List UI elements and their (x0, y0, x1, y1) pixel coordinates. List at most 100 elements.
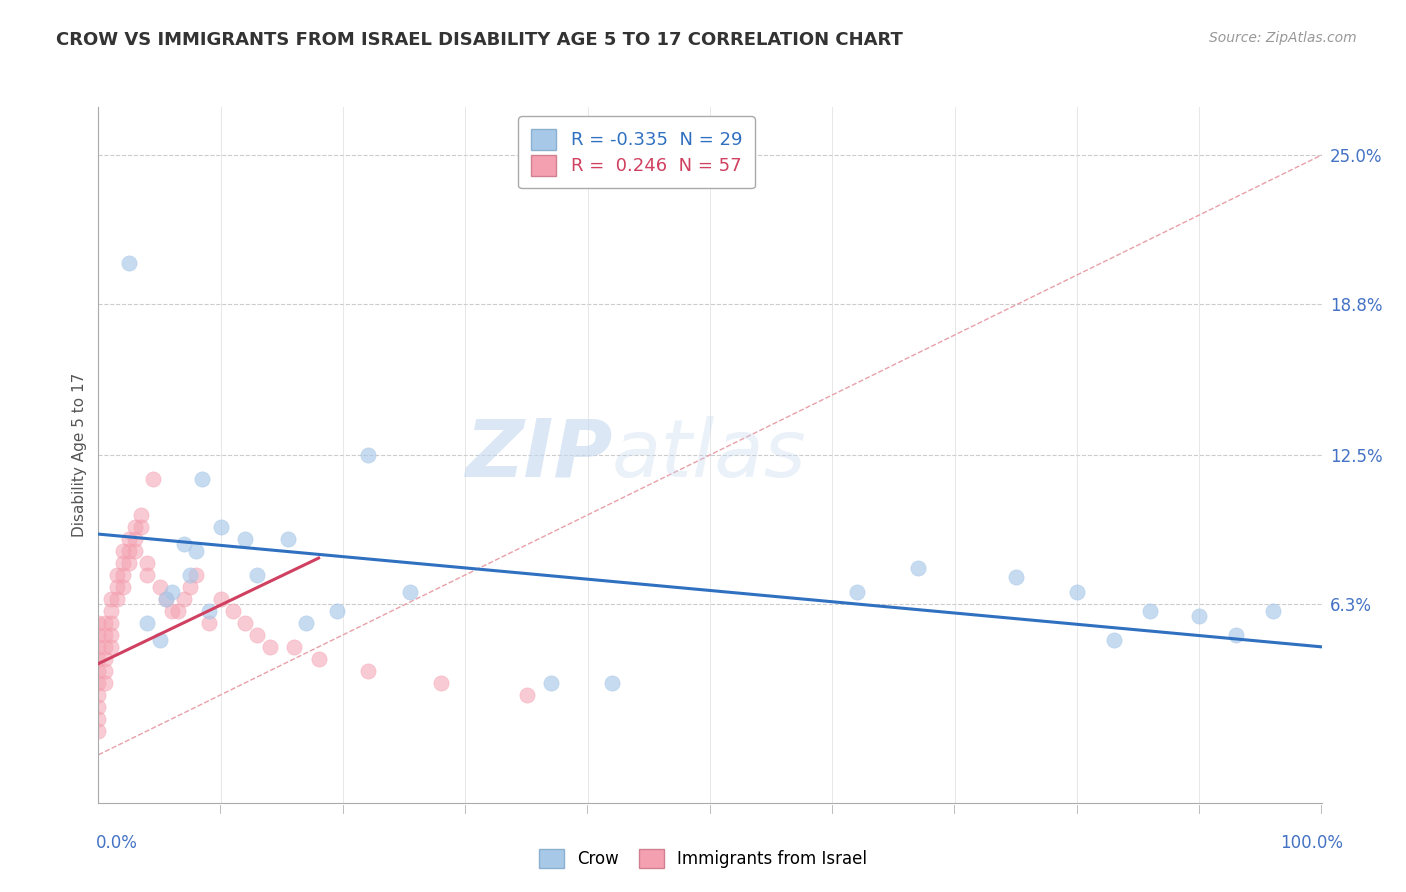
Point (100, 615, 122, 630)
Text: |: | (586, 805, 589, 814)
Point (100, 628, 122, 642)
Point (93, 664, 115, 678)
Point (155, 591, 177, 606)
Point (167, 604, 190, 618)
Point (356, 448, 378, 462)
Point (197, 615, 219, 630)
Point (246, 628, 269, 642)
Point (149, 580, 172, 594)
Point (295, 615, 318, 630)
Point (111, 567, 134, 582)
Point (1188, 608, 1211, 623)
Point (129, 508, 152, 522)
Point (136, 567, 159, 582)
Text: atlas: atlas (612, 416, 807, 494)
Point (233, 615, 256, 630)
Point (93, 628, 115, 642)
Point (136, 556, 159, 570)
Point (186, 567, 208, 582)
Point (93, 615, 115, 630)
Point (430, 676, 453, 690)
Point (1261, 604, 1284, 618)
Point (1066, 584, 1088, 599)
Point (142, 472, 165, 486)
Point (259, 640, 281, 654)
Point (105, 591, 128, 606)
Text: |: | (1320, 805, 1323, 814)
Point (93, 676, 115, 690)
Point (87, 723, 110, 738)
Point (111, 556, 134, 570)
Point (87, 615, 110, 630)
Text: |: | (464, 805, 467, 814)
Point (209, 591, 232, 606)
Text: |: | (1076, 805, 1078, 814)
Point (308, 652, 330, 666)
Point (100, 640, 122, 654)
Point (1225, 628, 1247, 642)
Text: ZIP: ZIP (465, 416, 612, 494)
Point (356, 664, 378, 678)
Point (87, 652, 110, 666)
Point (845, 584, 868, 599)
Point (118, 256, 141, 270)
Text: 100.0%: 100.0% (1279, 834, 1343, 852)
Text: |: | (953, 805, 956, 814)
Point (93, 640, 115, 654)
Point (124, 544, 146, 558)
Point (93, 652, 115, 666)
Point (179, 580, 201, 594)
Point (283, 640, 305, 654)
Point (179, 567, 201, 582)
Point (600, 676, 623, 690)
Point (209, 520, 232, 534)
Point (149, 632, 172, 647)
Point (1102, 632, 1125, 647)
Point (87, 712, 110, 726)
Point (100, 591, 122, 606)
Point (87, 699, 110, 714)
Point (246, 567, 269, 582)
Point (1139, 604, 1161, 618)
Point (540, 676, 562, 690)
Legend: R = -0.335  N = 29, R =  0.246  N = 57: R = -0.335 N = 29, R = 0.246 N = 57 (519, 116, 755, 188)
Point (100, 604, 122, 618)
Point (1004, 570, 1026, 584)
Text: |: | (709, 805, 711, 814)
Point (326, 604, 349, 618)
Text: CROW VS IMMIGRANTS FROM ISRAEL DISABILITY AGE 5 TO 17 CORRELATION CHART: CROW VS IMMIGRANTS FROM ISRAEL DISABILIT… (56, 31, 903, 49)
Point (277, 532, 299, 546)
Point (105, 580, 128, 594)
Point (129, 520, 152, 534)
Point (118, 556, 141, 570)
Point (191, 472, 214, 486)
Point (111, 580, 134, 594)
Text: |: | (342, 805, 344, 814)
Point (186, 544, 208, 558)
Point (118, 544, 141, 558)
Point (87, 640, 110, 654)
Text: |: | (219, 805, 222, 814)
Point (515, 688, 537, 702)
Point (105, 567, 128, 582)
Point (155, 591, 177, 606)
Point (87, 628, 110, 642)
Text: |: | (1198, 805, 1201, 814)
Y-axis label: Disability Age 5 to 17: Disability Age 5 to 17 (72, 373, 87, 537)
Point (87, 688, 110, 702)
Text: 0.0%: 0.0% (96, 834, 138, 852)
Point (87, 676, 110, 690)
Point (111, 544, 134, 558)
Point (124, 532, 146, 546)
Point (160, 584, 183, 599)
Point (87, 664, 110, 678)
Text: Source: ZipAtlas.com: Source: ZipAtlas.com (1209, 31, 1357, 45)
Text: |: | (831, 805, 834, 814)
Point (173, 591, 195, 606)
Point (118, 532, 141, 546)
Point (136, 615, 159, 630)
Point (197, 604, 219, 618)
Point (399, 584, 422, 599)
Point (124, 520, 146, 534)
Point (233, 532, 256, 546)
